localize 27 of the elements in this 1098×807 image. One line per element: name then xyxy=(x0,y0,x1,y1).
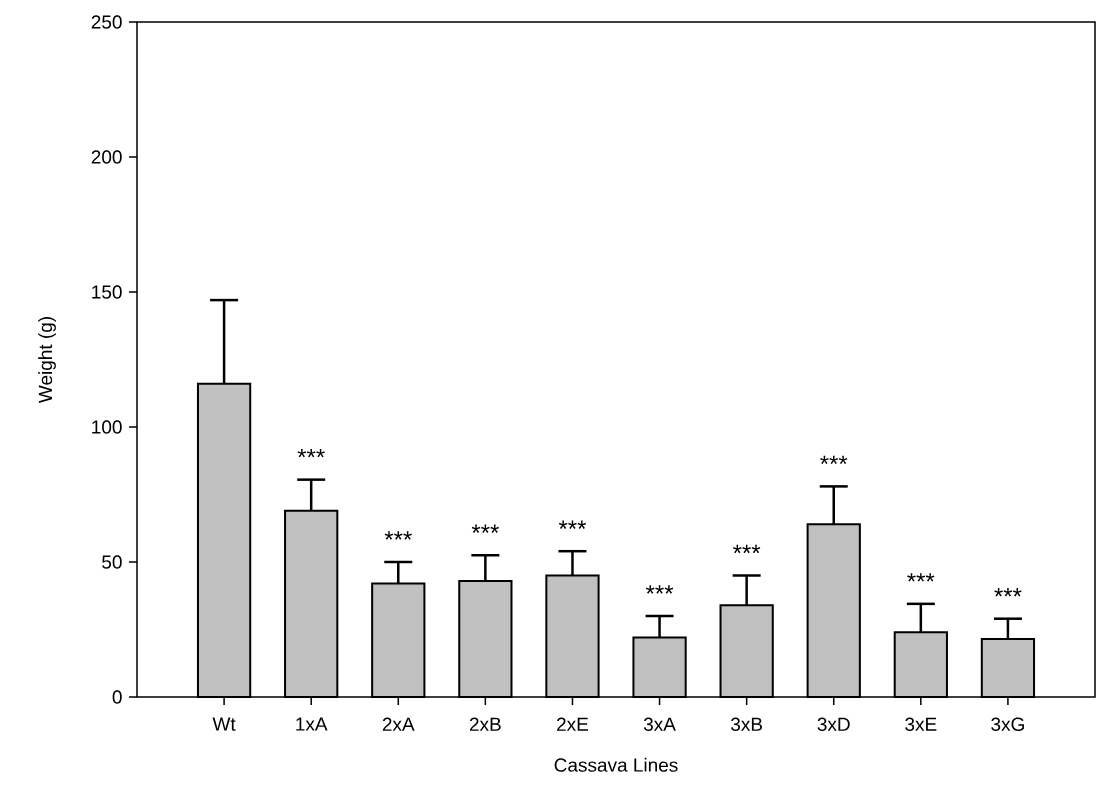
x-tick-label: 3xA xyxy=(643,717,676,731)
y-tick-label: 100 xyxy=(92,420,122,434)
x-tick-label: 3xE xyxy=(905,717,937,731)
x-tick-label: 1xA xyxy=(296,717,328,731)
x-tick-label: 2xA xyxy=(382,717,415,731)
y-tick-label: 250 xyxy=(91,15,122,29)
y-axis-title: Weight (g) xyxy=(38,317,56,404)
y-tick-label: 50 xyxy=(102,555,122,569)
x-axis-title: Cassava Lines xyxy=(554,757,678,772)
y-tick-label: 0 xyxy=(112,690,122,704)
x-tick-label: 3xB xyxy=(730,717,763,731)
x-tick-label: 3xG xyxy=(991,717,1024,731)
x-tick-label: Wt xyxy=(212,717,236,731)
annotation: *** xyxy=(471,524,499,533)
annotation: *** xyxy=(820,455,848,465)
annotation: *** xyxy=(558,520,587,529)
annotation: *** xyxy=(384,531,412,540)
annotation: *** xyxy=(645,585,674,594)
annotation: *** xyxy=(733,544,761,554)
x-tick-label: 2xE xyxy=(557,717,589,731)
annotation: *** xyxy=(297,448,325,458)
y-tick-label: 150 xyxy=(92,285,122,299)
y-tick-label: 200 xyxy=(91,150,122,164)
annotation: *** xyxy=(994,587,1022,597)
annotation: *** xyxy=(907,573,935,582)
x-tick-label: 2xB xyxy=(469,717,501,731)
x-tick-label: 3xD xyxy=(817,717,850,731)
